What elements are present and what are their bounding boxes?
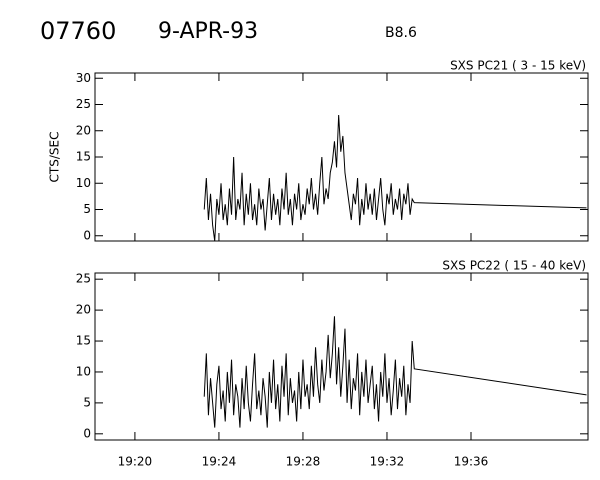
panel-title: SXS PC22 ( 15 - 40 keV) xyxy=(442,259,586,273)
y-tick-label: 0 xyxy=(83,228,91,242)
y-tick-label: 5 xyxy=(83,202,91,216)
y-tick-label: 10 xyxy=(76,364,91,378)
y-axis-label: CTS/SEC xyxy=(48,132,62,183)
x-tick-label: 19:28 xyxy=(286,455,321,469)
x-tick-label: 19:32 xyxy=(370,455,405,469)
y-tick-label: 25 xyxy=(76,97,91,111)
y-tick-label: 20 xyxy=(76,123,91,137)
panel-title: SXS PC21 ( 3 - 15 keV) xyxy=(450,59,586,73)
x-tick-label: 19:36 xyxy=(454,455,489,469)
y-tick-label: 25 xyxy=(76,272,91,286)
observation-date: 9-APR-93 xyxy=(158,19,258,44)
x-tick-label: 19:24 xyxy=(202,455,237,469)
y-tick-label: 0 xyxy=(83,426,91,440)
flare-class: B8.6 xyxy=(385,25,417,41)
observation-id: 07760 xyxy=(40,17,116,45)
y-tick-label: 20 xyxy=(76,303,91,317)
y-tick-label: 10 xyxy=(76,176,91,190)
y-tick-label: 30 xyxy=(76,71,91,85)
count-rate-trace xyxy=(203,316,587,428)
count-rate-trace xyxy=(203,114,587,242)
y-tick-label: 5 xyxy=(83,395,91,409)
plot-frame xyxy=(94,272,589,441)
y-tick-label: 15 xyxy=(76,334,91,348)
x-tick-label: 19:20 xyxy=(118,455,153,469)
y-tick-label: 15 xyxy=(76,150,91,164)
